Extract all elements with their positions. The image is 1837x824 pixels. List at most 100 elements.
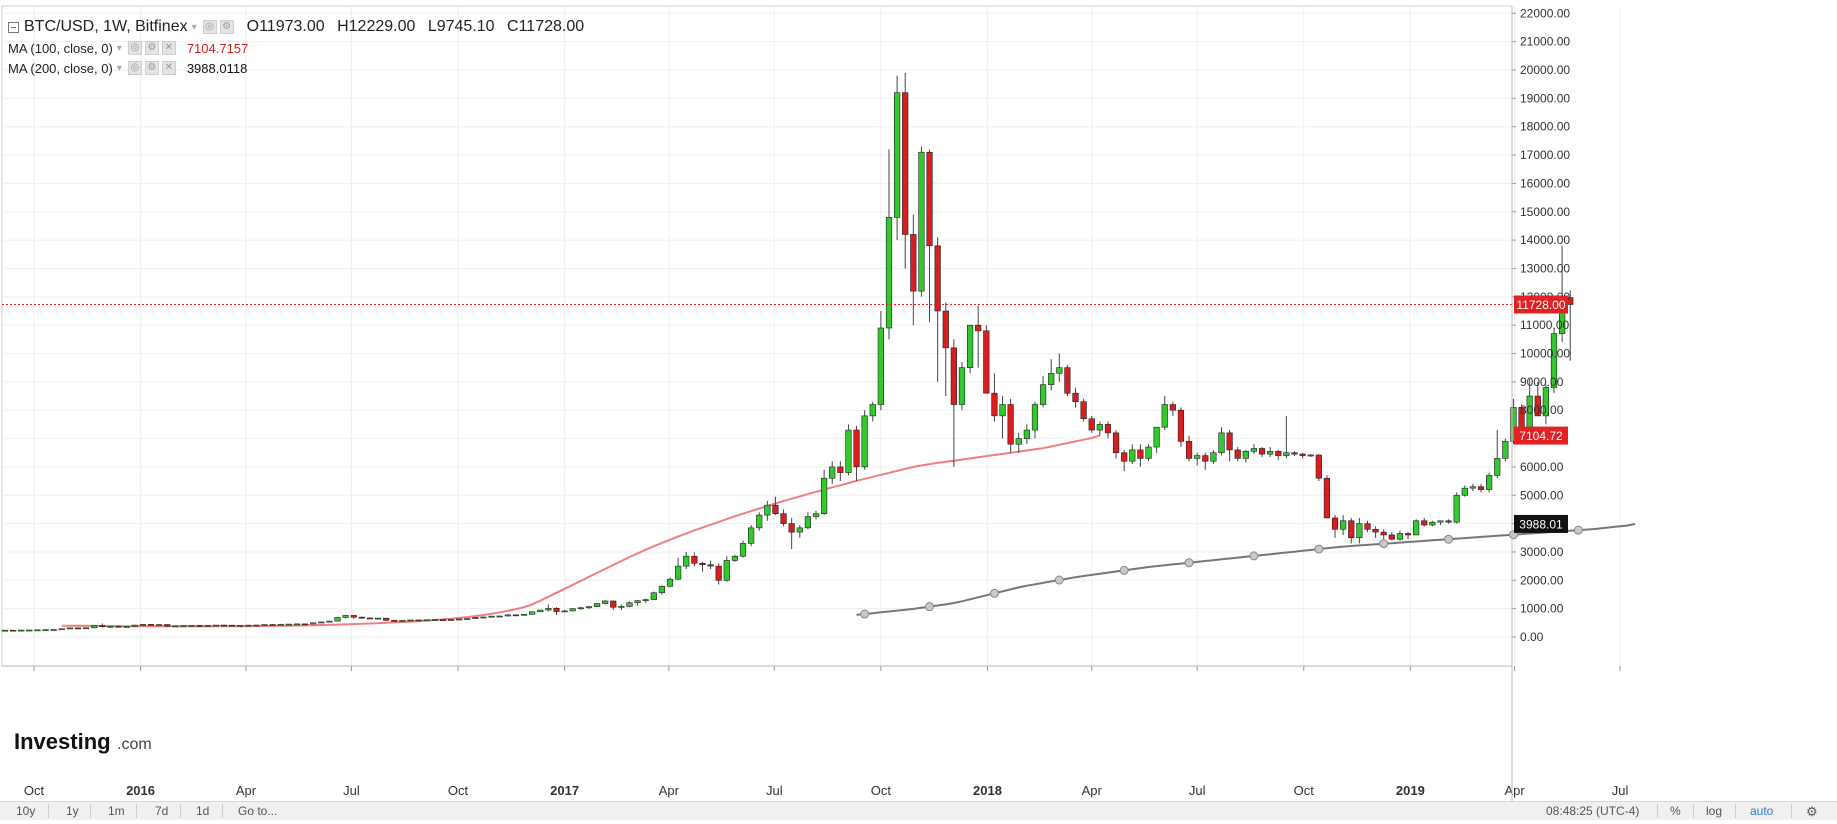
range-1d-button[interactable]: 1d xyxy=(196,804,210,818)
candle-up xyxy=(1542,387,1549,417)
candle-down xyxy=(74,627,82,630)
goto-button[interactable]: Go to... xyxy=(238,804,278,818)
candle-up xyxy=(26,629,33,632)
candle-down xyxy=(788,523,795,533)
ma100-label[interactable]: MA (100, close, 0) xyxy=(8,40,113,56)
eye-icon[interactable]: ◎ xyxy=(127,41,142,55)
range-1y-button[interactable]: 1y xyxy=(66,804,79,818)
close-icon[interactable]: ✕ xyxy=(161,41,176,55)
settings-icon[interactable]: ⚙ xyxy=(219,20,234,34)
candle-up xyxy=(318,621,325,624)
x-tick-label: Oct xyxy=(871,783,892,798)
ma200-label[interactable]: MA (200, close, 0) xyxy=(8,60,113,76)
candle-up xyxy=(1210,452,1217,462)
candle-down xyxy=(1072,392,1079,402)
x-tick-label: Jul xyxy=(1612,783,1629,798)
percent-toggle[interactable]: % xyxy=(1670,804,1681,818)
candle-down xyxy=(1275,451,1282,456)
candle-up xyxy=(1056,367,1063,374)
candle-up xyxy=(1461,487,1468,496)
x-tick-label: Oct xyxy=(448,783,469,798)
candle-down xyxy=(196,625,203,627)
caret-down-icon[interactable]: ▾ xyxy=(116,62,122,74)
settings-icon[interactable]: ⚙ xyxy=(144,41,159,55)
candle-up xyxy=(123,626,130,628)
candle-down xyxy=(1121,452,1128,462)
candle-up xyxy=(618,606,625,608)
candle-up xyxy=(675,565,682,580)
settings-icon[interactable]: ⚙ xyxy=(144,61,159,75)
x-tick-label: Jul xyxy=(1189,783,1206,798)
log-toggle[interactable]: log xyxy=(1706,804,1723,818)
close-icon[interactable]: ✕ xyxy=(161,61,176,75)
y-tick-label: 21000.00 xyxy=(1520,35,1570,49)
range-1m-button[interactable]: 1m xyxy=(108,804,125,818)
y-tick-label: 22000.00 xyxy=(1520,6,1570,20)
y-tick-label: 20000.00 xyxy=(1520,63,1570,77)
logo-brand: Investing xyxy=(14,729,111,754)
candle-up xyxy=(569,608,576,612)
candle-down xyxy=(1088,418,1095,431)
caret-down-icon[interactable]: ▾ xyxy=(191,21,197,33)
candle-down xyxy=(1404,533,1412,536)
candle-down xyxy=(1064,367,1071,394)
candle-down xyxy=(1080,401,1087,420)
candle-up xyxy=(261,624,268,626)
legend-ma200-row: MA (200, close, 0) ▾ ◎ ⚙ ✕ 3988.0118 xyxy=(8,58,584,78)
grid-lines xyxy=(1,5,1621,667)
candle-up xyxy=(204,625,211,627)
ma100-line xyxy=(61,434,1101,628)
ma200-marker xyxy=(1184,558,1194,568)
clock-readout: 08:48:25 (UTC-4) xyxy=(1546,804,1640,818)
y-tick-label: 10000.00 xyxy=(1520,347,1570,361)
candle-up xyxy=(593,603,601,607)
candle-up xyxy=(1396,533,1404,540)
ma200-price-tag-bg xyxy=(1514,514,1568,533)
y-tick-label: 17000.00 xyxy=(1520,148,1570,162)
candle-up xyxy=(456,618,463,621)
candle-down xyxy=(983,330,990,394)
candle-up xyxy=(1145,446,1152,459)
range-10y-button[interactable]: 10y xyxy=(16,804,36,818)
symbol-title[interactable]: BTC/USD, 1W, Bitfinex xyxy=(24,18,188,35)
ma200-marker xyxy=(925,602,935,612)
auto-toggle[interactable]: auto xyxy=(1750,804,1774,818)
candle-up xyxy=(83,627,90,630)
candle-up xyxy=(1048,373,1055,385)
candle-up xyxy=(237,625,244,627)
bottom-toolbar: 10y 1y 1m 7d 1d Go to... 08:48:25 (UTC-4… xyxy=(0,801,1837,820)
candle-down xyxy=(715,565,722,581)
candle-up xyxy=(180,625,187,627)
candle-up xyxy=(958,367,966,405)
ma200-marker xyxy=(1119,565,1129,575)
x-tick-label: Apr xyxy=(1505,783,1526,798)
low-value: 9745.10 xyxy=(436,18,495,35)
gear-icon[interactable]: ⚙ xyxy=(1806,804,1818,819)
candle-down xyxy=(780,513,787,524)
candle-down xyxy=(1291,452,1298,455)
candle-up xyxy=(748,527,755,544)
collapse-icon[interactable] xyxy=(8,21,19,33)
candle-up xyxy=(34,629,41,632)
close-value: 11728.00 xyxy=(518,18,585,35)
candle-up xyxy=(472,617,479,619)
eye-icon[interactable]: ◎ xyxy=(202,20,217,34)
candle-down xyxy=(10,629,17,632)
ma200-marker xyxy=(1573,525,1583,535)
candle-up xyxy=(1153,426,1160,448)
candle-up xyxy=(642,599,649,602)
candle-up xyxy=(1486,475,1493,490)
high-value: 12229.00 xyxy=(348,18,416,35)
range-7d-button[interactable]: 7d xyxy=(155,804,169,818)
caret-down-icon[interactable]: ▾ xyxy=(116,42,122,54)
last-price-tag: 11728.00 xyxy=(1516,298,1565,312)
candle-up xyxy=(804,516,811,529)
eye-icon[interactable]: ◎ xyxy=(127,61,142,75)
candle-up xyxy=(1129,449,1136,462)
candle-up xyxy=(1,629,9,632)
candle-up xyxy=(212,624,219,627)
candle-down xyxy=(1364,523,1371,530)
candle-up xyxy=(42,629,49,631)
